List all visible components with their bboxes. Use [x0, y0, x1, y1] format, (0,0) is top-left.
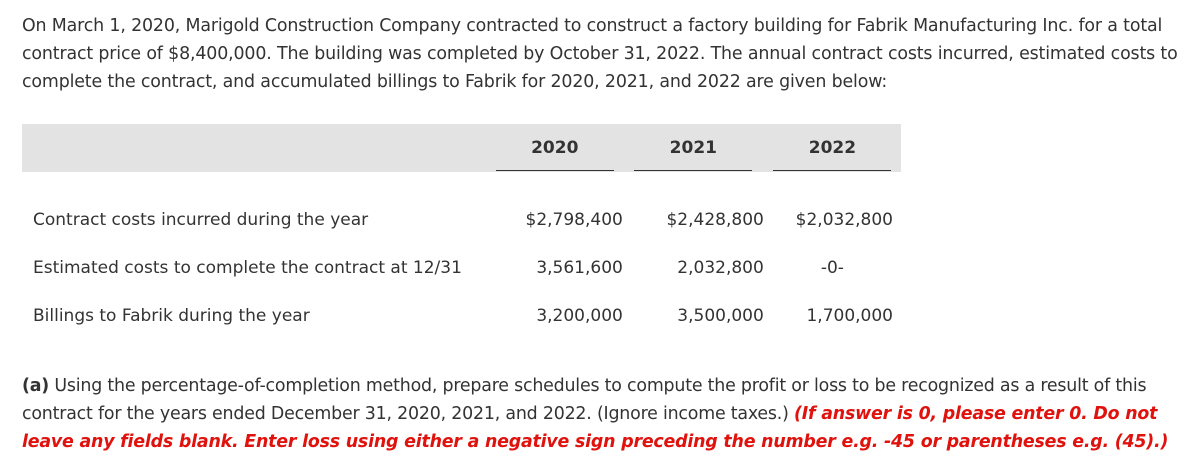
header-year-2021: 2021	[623, 124, 764, 172]
cell-2021: 3,500,000	[677, 306, 764, 326]
cell-2022: -0-	[820, 258, 844, 278]
question-label: (a)	[22, 376, 50, 396]
header-empty-cell	[22, 124, 487, 172]
question-instruction-note: (If answer is 0, please enter 0. Do not …	[22, 404, 1169, 452]
cell-2020: 3,561,600	[536, 258, 623, 278]
contract-data-table: 2020 2021 2022 Contract costs incurred d…	[22, 124, 901, 340]
table-row-billings: Billings to Fabrik during the year 3,200…	[22, 292, 901, 340]
problem-intro-text: On March 1, 2020, Marigold Construction …	[22, 16, 1178, 92]
cell-2021: 2,032,800	[677, 258, 764, 278]
table-row-estimated-costs: Estimated costs to complete the contract…	[22, 244, 901, 292]
table-spacer-row	[22, 172, 901, 196]
cell-2020: 3,200,000	[536, 306, 623, 326]
table-header-row: 2020 2021 2022	[22, 124, 901, 172]
cell-2021: $2,428,800	[666, 210, 764, 230]
question-text: (a) Using the percentage-of-completion m…	[22, 372, 1197, 456]
contract-data-table-wrapper: 2020 2021 2022 Contract costs incurred d…	[22, 124, 901, 340]
row-label: Estimated costs to complete the contract…	[33, 258, 462, 278]
question-body: Using the percentage-of-completion metho…	[22, 376, 1147, 424]
table-row-contract-costs: Contract costs incurred during the year …	[22, 196, 901, 244]
row-label: Billings to Fabrik during the year	[33, 306, 310, 326]
row-label: Contract costs incurred during the year	[33, 210, 369, 230]
cell-2022: $2,032,800	[795, 210, 893, 230]
cell-2022: 1,700,000	[806, 306, 893, 326]
cell-2020: $2,798,400	[525, 210, 623, 230]
header-year-2022: 2022	[764, 124, 901, 172]
header-year-2020: 2020	[487, 124, 623, 172]
